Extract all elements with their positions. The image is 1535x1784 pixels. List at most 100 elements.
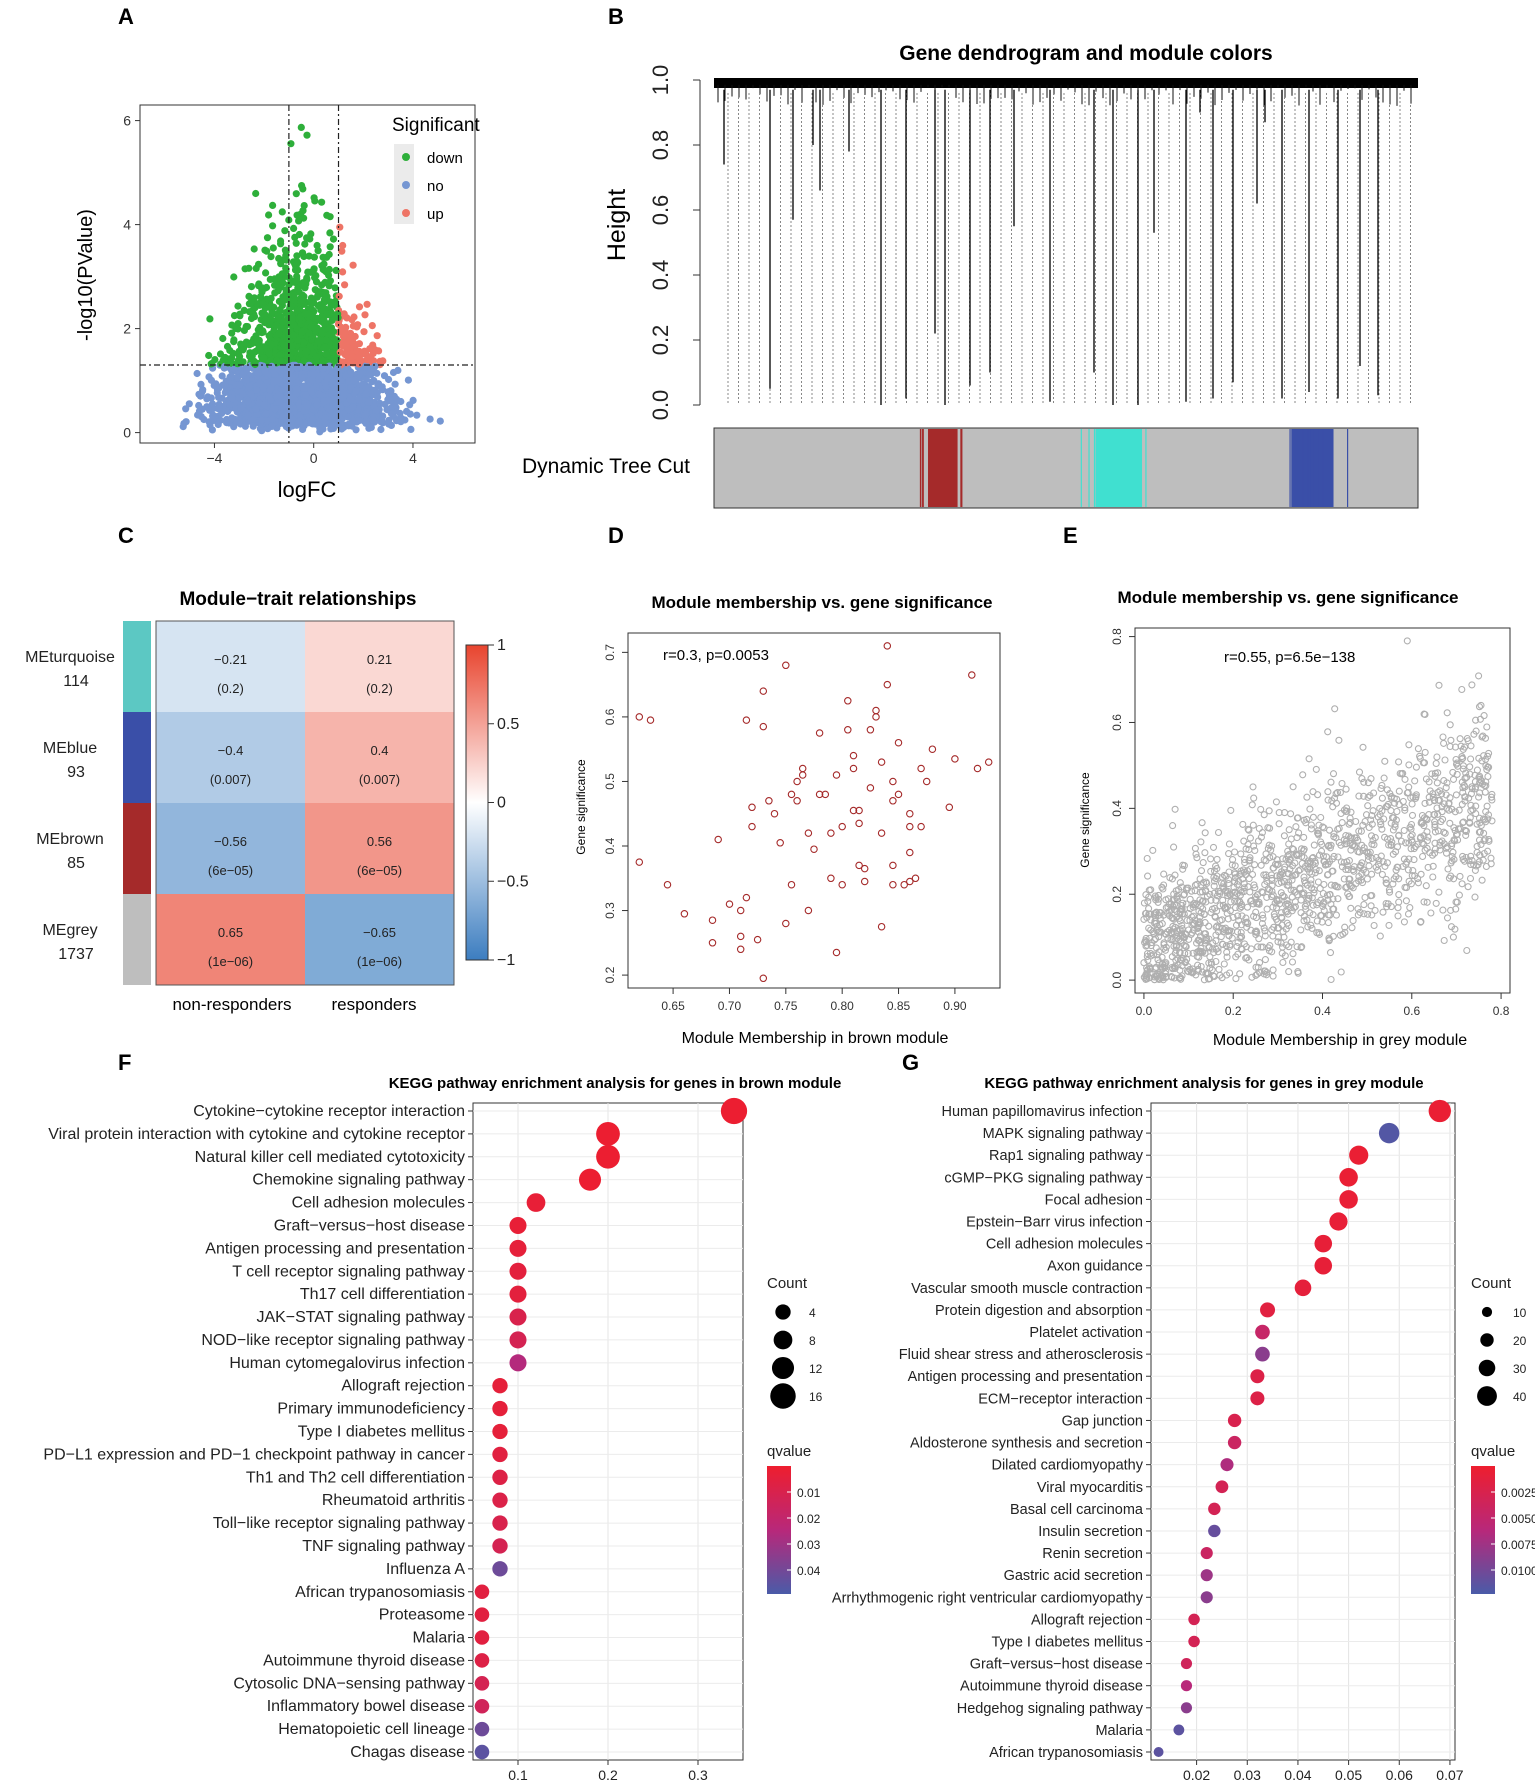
scatter-point	[1435, 681, 1443, 689]
scatter-point	[1319, 823, 1327, 831]
scatter-point	[1289, 845, 1298, 853]
grey-scatter-annotation: r=0.55, p=6.5e−138	[1224, 649, 1355, 666]
scatter-point	[1469, 806, 1477, 814]
scatter-point	[1340, 806, 1348, 814]
volcano-point	[386, 397, 394, 405]
scatter-point	[1334, 883, 1342, 891]
scatter-point	[1414, 879, 1422, 887]
scatter-point	[1280, 832, 1288, 840]
volcano-point	[247, 283, 256, 291]
volcano-point	[284, 383, 292, 391]
scatter-point	[832, 771, 841, 779]
scatter-point	[1176, 910, 1184, 918]
scatter-point	[1317, 847, 1326, 855]
dotplot-term-label: NOD−like receptor signaling pathway	[201, 1332, 465, 1349]
scatter-xtick-label: 0.70	[718, 999, 742, 1013]
scatter-point	[1475, 793, 1483, 801]
scatter-point	[1270, 864, 1278, 872]
scatter-point	[1196, 888, 1204, 896]
volcano-point	[273, 357, 281, 365]
scatter-point	[1206, 964, 1214, 972]
volcano-point	[267, 253, 275, 261]
volcano-point	[210, 381, 218, 389]
colorbar-tick-label: 0	[497, 795, 506, 812]
scatter-point	[1274, 860, 1282, 868]
scatter-point	[1160, 881, 1168, 889]
scatter-point	[1477, 821, 1485, 830]
size-legend-dot	[1477, 1386, 1497, 1406]
scatter-point	[1465, 794, 1473, 802]
scatter-point	[1443, 914, 1452, 922]
scatter-point	[1371, 906, 1379, 915]
scatter-point	[1364, 779, 1372, 787]
scatter-point	[1358, 859, 1366, 867]
volcano-point	[377, 418, 385, 426]
scatter-point	[1197, 867, 1206, 875]
volcano-point	[339, 358, 347, 366]
scatter-point	[1453, 770, 1461, 778]
dotplot-point	[509, 1239, 527, 1257]
scatter-point	[782, 661, 790, 670]
dotplot-xtick-label: 0.2	[598, 1767, 618, 1783]
dotplot-point	[509, 1285, 527, 1303]
scatter-point	[1409, 867, 1417, 875]
dotplot-point	[474, 1744, 490, 1760]
scatter-point	[1391, 799, 1399, 807]
scatter-point	[1176, 879, 1184, 887]
heatmap-cell-value: −0.4	[218, 743, 244, 758]
scatter-ytick-label: 0.4	[1110, 800, 1124, 817]
volcano-point	[325, 362, 333, 370]
volcano-point	[282, 264, 290, 272]
scatter-point	[804, 829, 813, 837]
panel-label-e: E	[1063, 523, 1078, 548]
scatter-point	[1363, 875, 1371, 883]
volcano-point	[331, 297, 339, 306]
color-legend-label: 0.01	[797, 1486, 821, 1500]
volcano-point	[354, 405, 362, 413]
volcano-point	[286, 337, 294, 345]
colorbar-tick-label: −1	[497, 952, 515, 969]
volcano-point	[336, 223, 344, 231]
dotplot-point	[1180, 1680, 1193, 1692]
scatter-point	[1407, 820, 1416, 829]
scatter-point	[1163, 928, 1171, 936]
scatter-point	[1270, 923, 1278, 931]
volcano-point	[361, 411, 369, 419]
dotplot-term-label: Chagas disease	[350, 1744, 465, 1761]
scatter-point	[1416, 918, 1425, 926]
dotplot-point	[1250, 1369, 1265, 1384]
volcano-point	[333, 336, 341, 344]
module-band-turquoise	[1095, 429, 1143, 507]
dotplot-term-label: T cell receptor signaling pathway	[232, 1263, 465, 1280]
scatter-point	[1231, 862, 1239, 870]
scatter-xtick-label: 0.2	[1225, 1004, 1242, 1018]
scatter-point	[1431, 828, 1439, 836]
volcano-point	[321, 278, 329, 286]
dotplot-point	[509, 1262, 527, 1280]
volcano-ylabel: -log10(PValue)	[75, 209, 97, 341]
heatmap-row-count: 85	[67, 855, 85, 872]
volcano-xtick-label: 0	[310, 450, 318, 466]
dotplot-point	[1339, 1190, 1358, 1209]
scatter-point	[849, 751, 858, 760]
dotplot-point	[492, 1561, 508, 1577]
scatter-point	[1488, 790, 1496, 798]
scatter-point	[1385, 921, 1393, 929]
scatter-point	[1162, 896, 1170, 904]
volcano-point	[281, 227, 289, 235]
scatter-point	[1387, 792, 1396, 801]
scatter-point	[1485, 749, 1493, 757]
scatter-point	[1143, 854, 1151, 863]
volcano-point	[295, 417, 303, 425]
dotplot-point	[1200, 1591, 1213, 1604]
scatter-point	[1324, 728, 1332, 736]
scatter-point	[917, 822, 925, 831]
scatter-point	[1338, 779, 1346, 788]
scatter-point	[928, 745, 937, 753]
scatter-point	[1207, 867, 1215, 875]
scatter-point	[1430, 797, 1438, 805]
volcano-point	[348, 353, 356, 361]
volcano-point	[357, 351, 365, 359]
scatter-point	[1159, 963, 1167, 972]
colorbar-tick-label: 0.5	[497, 716, 519, 733]
